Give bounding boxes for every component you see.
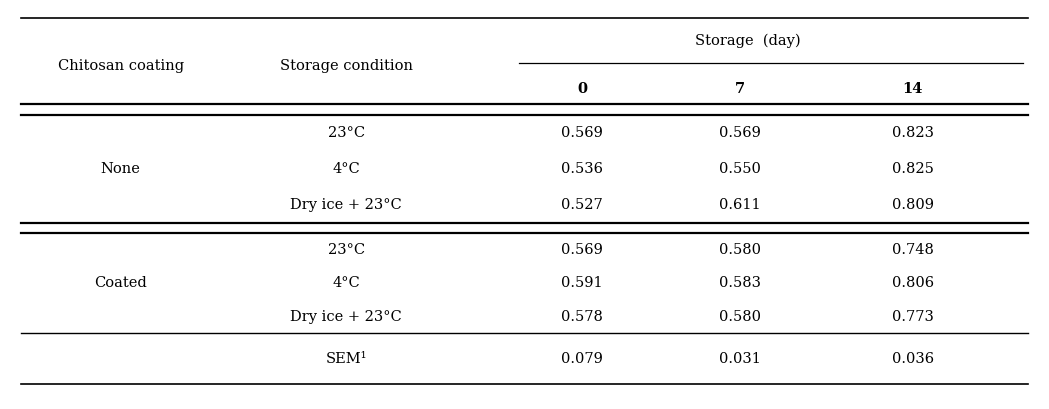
Text: 0.536: 0.536: [561, 162, 603, 176]
Text: 0.591: 0.591: [561, 276, 603, 290]
Text: 0.809: 0.809: [892, 198, 934, 212]
Text: 4°C: 4°C: [333, 276, 360, 290]
Text: 0.583: 0.583: [719, 276, 761, 290]
Text: Dry ice + 23°C: Dry ice + 23°C: [291, 310, 402, 324]
Text: Coated: Coated: [94, 276, 147, 290]
Text: 23°C: 23°C: [327, 126, 365, 139]
Text: 0.079: 0.079: [561, 352, 603, 366]
Text: 0.580: 0.580: [719, 310, 761, 324]
Text: 0.823: 0.823: [892, 126, 934, 139]
Text: 23°C: 23°C: [327, 243, 365, 257]
Text: None: None: [101, 162, 141, 176]
Text: SEM¹: SEM¹: [325, 352, 367, 366]
Text: 7: 7: [734, 82, 745, 96]
Text: 0.748: 0.748: [892, 243, 934, 257]
Text: 0.611: 0.611: [719, 198, 761, 212]
Text: 4°C: 4°C: [333, 162, 360, 176]
Text: Storage  (day): Storage (day): [694, 34, 800, 48]
Text: 0.578: 0.578: [561, 310, 603, 324]
Text: 0.527: 0.527: [561, 198, 603, 212]
Text: Chitosan coating: Chitosan coating: [58, 59, 184, 74]
Text: Dry ice + 23°C: Dry ice + 23°C: [291, 198, 402, 212]
Text: 0.773: 0.773: [892, 310, 934, 324]
Text: Storage condition: Storage condition: [280, 59, 412, 74]
Text: 0.569: 0.569: [561, 243, 603, 257]
Text: 0.806: 0.806: [892, 276, 934, 290]
Text: 0.825: 0.825: [892, 162, 934, 176]
Text: 14: 14: [902, 82, 923, 96]
Text: 0.569: 0.569: [719, 126, 761, 139]
Text: 0.036: 0.036: [892, 352, 934, 366]
Text: 0.550: 0.550: [719, 162, 761, 176]
Text: 0: 0: [577, 82, 587, 96]
Text: 0.031: 0.031: [719, 352, 761, 366]
Text: 0.569: 0.569: [561, 126, 603, 139]
Text: 0.580: 0.580: [719, 243, 761, 257]
